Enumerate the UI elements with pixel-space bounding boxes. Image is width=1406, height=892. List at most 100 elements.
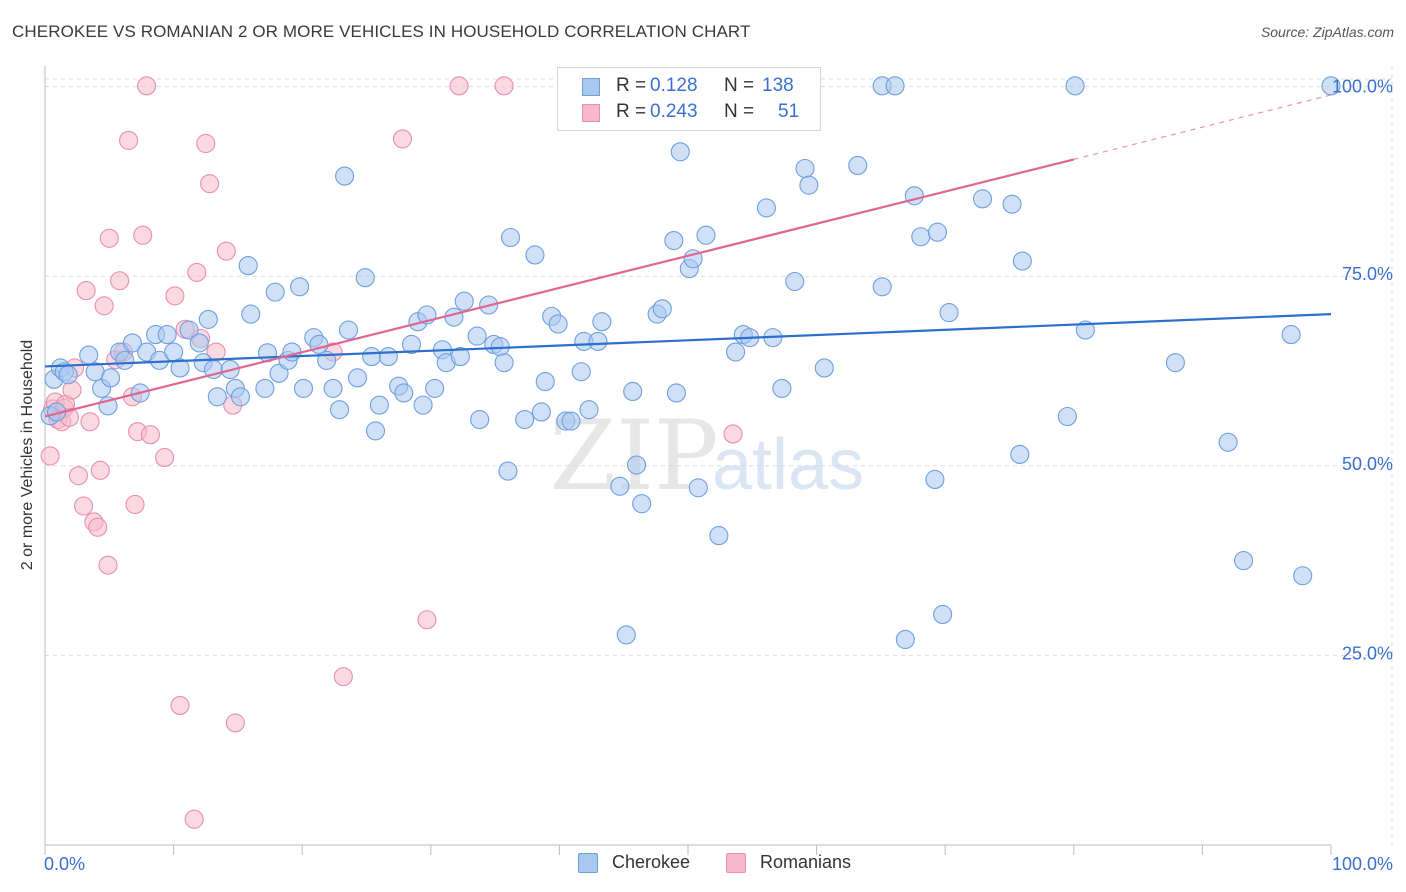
y-tick-label: 25.0%	[1342, 643, 1393, 663]
cherokee-point	[293, 378, 314, 398]
legend-r-value-cherokee: 0.128	[650, 75, 698, 96]
cherokee-point	[548, 314, 568, 334]
cherokee-point	[265, 282, 285, 302]
cherokee-point	[79, 345, 99, 365]
cherokee-point	[632, 494, 652, 514]
cherokee-point	[355, 268, 375, 288]
x-tick-label-start: 0.0%	[44, 854, 85, 874]
cherokee-point	[571, 362, 591, 382]
series-legend: Cherokee Romanians	[0, 851, 1406, 877]
cherokee-point	[616, 625, 636, 645]
cherokee-point	[1234, 551, 1254, 571]
cherokee-point	[454, 291, 474, 311]
x-tick-label-end: 100.0%	[1332, 854, 1393, 874]
romanians-point	[170, 695, 190, 716]
cherokee-point	[1293, 566, 1313, 586]
cherokee-point	[588, 331, 608, 351]
romanians-point	[76, 281, 96, 301]
cherokee-point	[170, 358, 190, 378]
romanians-trend-extension	[1073, 94, 1332, 160]
cherokee-point	[189, 333, 209, 353]
legend-r-label: R =	[616, 101, 647, 122]
cherokee-point	[470, 409, 490, 430]
romanians-point	[88, 517, 108, 537]
romanians-point	[200, 174, 220, 194]
cherokee-point	[666, 383, 686, 403]
cherokee-point	[610, 476, 630, 496]
romanians-point	[225, 713, 245, 733]
cherokee-point	[772, 378, 792, 398]
tick-labels: 25.0% 50.0% 75.0% 100.0% 0.0% 100.0%	[44, 77, 1393, 874]
romanians-point	[80, 412, 100, 432]
cherokee-point	[1057, 406, 1077, 427]
cherokee-point	[323, 378, 343, 398]
y-tick-label: 100.0%	[1332, 77, 1393, 97]
romanians-point	[133, 225, 153, 245]
cherokee-point	[335, 166, 355, 186]
romanians-point	[196, 133, 216, 154]
cherokee-point	[238, 256, 258, 276]
romanians-point	[119, 130, 139, 150]
cherokee-point	[1065, 76, 1085, 96]
romanians-swatch	[582, 104, 600, 122]
romanians-point	[40, 446, 60, 466]
cherokee-point	[799, 175, 819, 195]
cherokee-point	[282, 342, 302, 362]
cherokee-point	[652, 299, 672, 319]
romanians-point	[137, 76, 157, 96]
watermark: ZIP atlas	[549, 400, 864, 512]
cherokee-point	[785, 271, 805, 292]
cherokee-legend-swatch	[578, 853, 598, 873]
romanians-point	[94, 296, 114, 316]
romanians-point	[98, 555, 118, 575]
cherokee-point	[531, 402, 551, 422]
romanians-point	[99, 228, 119, 248]
romanians-point	[68, 466, 88, 486]
cherokee-point	[101, 368, 121, 388]
romanians-point	[90, 460, 110, 480]
romanians-legend-label: Romanians	[760, 852, 852, 872]
cherokee-point	[592, 312, 612, 332]
cherokee-point	[561, 411, 581, 431]
y-axis-label: 2 or more Vehicles in Household	[19, 339, 36, 571]
cherokee-point	[425, 378, 445, 398]
cherokee-point	[444, 307, 464, 327]
cherokee-point	[164, 342, 184, 362]
romanians-point	[184, 809, 204, 829]
cherokee-point	[904, 186, 924, 206]
cherokee-point	[885, 76, 905, 96]
y-tick-label: 50.0%	[1342, 454, 1393, 474]
legend-n-label: N =	[724, 75, 755, 96]
cherokee-point	[207, 387, 227, 407]
cherokee-point	[756, 198, 776, 218]
cherokee-point	[848, 155, 868, 176]
cherokee-point	[198, 309, 218, 329]
y-tick-label: 75.0%	[1342, 264, 1393, 284]
cherokee-point	[688, 478, 708, 498]
cherokee-point	[157, 325, 177, 345]
cherokee-point	[369, 395, 389, 415]
romanians-point	[155, 447, 175, 467]
cherokee-point	[795, 158, 815, 179]
cherokee-point	[362, 347, 382, 367]
cherokee-point	[365, 421, 386, 441]
cherokee-point	[579, 400, 599, 420]
cherokee-point	[338, 320, 359, 340]
romanians-point	[110, 271, 130, 291]
legend-r-value-romanians: 0.243	[650, 101, 698, 122]
cherokee-point	[664, 230, 684, 251]
cherokee-point	[911, 227, 931, 247]
cherokee-point	[467, 326, 487, 346]
legend-n-value-romanians: 51	[778, 101, 800, 122]
cherokee-point	[627, 455, 647, 475]
cherokee-point	[1165, 353, 1185, 373]
romanians-point	[165, 286, 185, 306]
cherokee-point	[895, 629, 915, 650]
cherokee-point	[230, 387, 251, 407]
cherokee-point	[401, 334, 422, 354]
data-points	[40, 76, 1341, 829]
cherokee-point	[525, 245, 545, 265]
legend-r-label: R =	[616, 75, 647, 96]
romanians-point	[494, 76, 514, 96]
